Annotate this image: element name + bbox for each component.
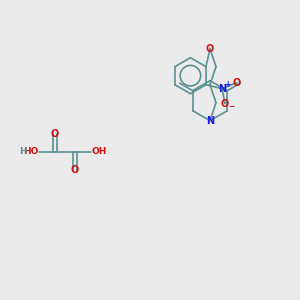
- Text: N: N: [218, 84, 226, 94]
- Text: O: O: [51, 129, 59, 139]
- Text: −: −: [228, 102, 234, 111]
- Text: HO: HO: [22, 148, 38, 157]
- Text: OH: OH: [92, 148, 107, 157]
- Text: O: O: [221, 99, 229, 109]
- Text: +: +: [224, 80, 230, 89]
- Text: H: H: [20, 148, 27, 157]
- Text: O: O: [206, 44, 214, 54]
- Text: O: O: [233, 78, 241, 88]
- Text: O: O: [71, 165, 79, 175]
- Text: N: N: [206, 116, 214, 126]
